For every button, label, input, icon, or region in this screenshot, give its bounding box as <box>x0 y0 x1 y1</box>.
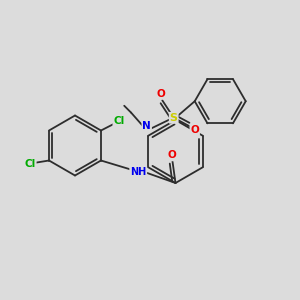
Text: S: S <box>170 113 178 123</box>
Text: NH: NH <box>130 167 146 177</box>
Text: Cl: Cl <box>25 159 36 170</box>
Text: Cl: Cl <box>113 116 124 126</box>
Text: O: O <box>167 150 176 161</box>
Text: O: O <box>190 125 199 135</box>
Text: O: O <box>156 89 165 99</box>
Text: N: N <box>142 121 151 131</box>
